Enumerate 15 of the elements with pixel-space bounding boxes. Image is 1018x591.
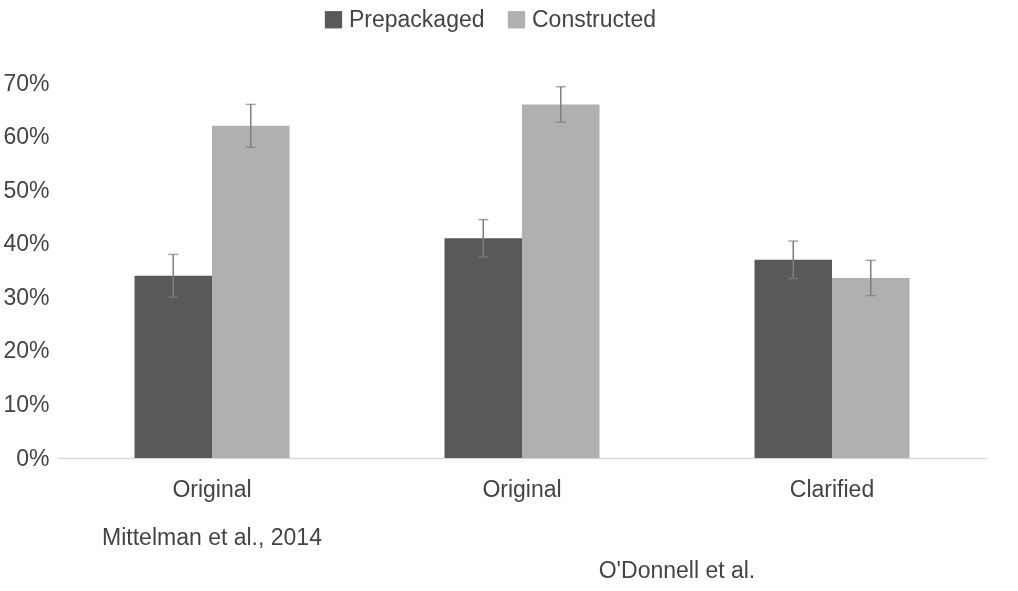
- x-tick-label: Original: [172, 475, 252, 502]
- y-tick-label: 50%: [3, 176, 50, 203]
- text: O'Donnell et al.: [598, 557, 756, 583]
- legend-label: Constructed: [532, 5, 657, 32]
- y-tick-label: 70%: [3, 69, 50, 96]
- y-tick-label: 10%: [3, 390, 50, 417]
- y-tick-label: 20%: [3, 337, 50, 364]
- y-tick-label: 0%: [16, 444, 50, 471]
- x-tick-label: Original: [482, 475, 562, 502]
- y-tick-label: 40%: [3, 230, 50, 257]
- text: Mittelman et al., 2014: [102, 524, 323, 550]
- x-tick-label: Clarified: [789, 475, 875, 502]
- y-tick-label: 30%: [3, 283, 50, 310]
- legend-label: Prepackaged: [349, 5, 485, 32]
- y-tick-label: 60%: [3, 123, 50, 150]
